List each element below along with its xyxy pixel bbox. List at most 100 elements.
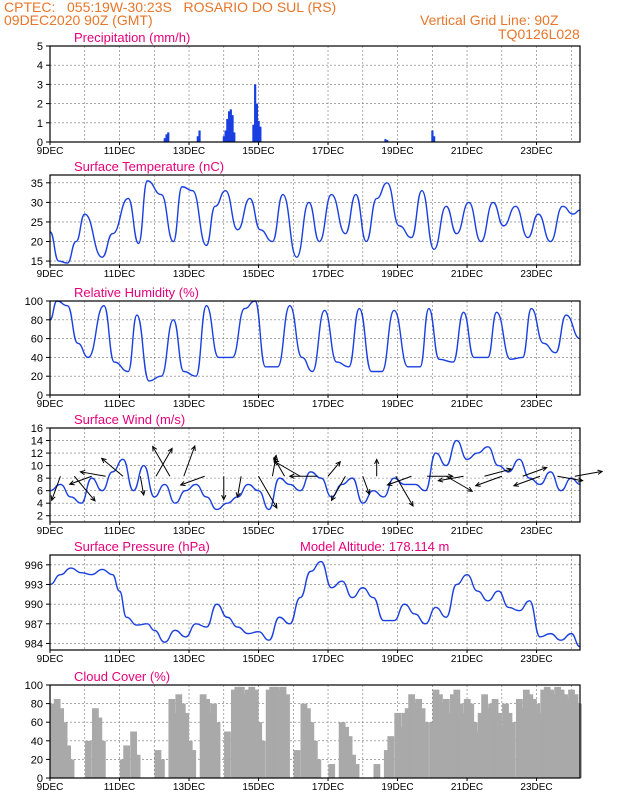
- cloud-bar: [477, 712, 485, 778]
- y-tick-label: 2: [37, 99, 43, 111]
- wind-arrow: [155, 448, 173, 477]
- panel-title: Surface Wind (m/s): [74, 412, 185, 427]
- wind-arrow: [327, 461, 341, 477]
- cloud-bar: [536, 712, 544, 778]
- cloud-bar: [234, 686, 242, 778]
- cloud-bar: [300, 703, 308, 778]
- wind-arrow-head: [330, 495, 336, 502]
- cloud-bar: [241, 694, 249, 778]
- cloud-bar: [185, 740, 193, 778]
- cloud-bar: [206, 712, 214, 778]
- x-tick-label: 17DEC: [312, 782, 344, 793]
- wind-arrow-head: [221, 494, 227, 501]
- y-tick-label: 25: [31, 217, 43, 229]
- wind-arrow-head: [273, 460, 280, 466]
- cloud-bar: [248, 686, 256, 778]
- panel-1: [46, 45, 581, 145]
- x-tick-label: 15DEC: [242, 782, 274, 793]
- cloud-bar: [394, 712, 402, 778]
- x-tick-label: 15DEC: [242, 269, 274, 280]
- cloud-bar: [237, 686, 245, 778]
- cloud-bar: [491, 698, 499, 778]
- precip-bar: [384, 139, 387, 142]
- cloud-bar: [432, 689, 440, 778]
- y-tick-label: 100: [25, 680, 43, 692]
- precip-bar: [259, 126, 262, 142]
- cloud-bar: [171, 712, 179, 778]
- panel-frame: [49, 427, 581, 523]
- wind-arrow: [273, 457, 286, 477]
- wind-arrow: [513, 475, 541, 487]
- wind-arrow: [258, 476, 278, 509]
- y-tick-label: 8: [37, 473, 43, 485]
- wind-arrow-head: [365, 489, 371, 496]
- x-tick-label: 9DEC: [37, 269, 64, 280]
- wind-arrow: [183, 445, 196, 477]
- x-tick-label: 11DEC: [104, 654, 136, 665]
- series-line: [49, 300, 581, 382]
- wind-arrow-head: [437, 477, 444, 483]
- cloud-bar: [498, 726, 506, 778]
- x-tick-label: 19DEC: [381, 526, 413, 537]
- cloud-bar: [53, 698, 61, 778]
- cloud-bar: [415, 698, 422, 778]
- wind-arrow-head: [374, 458, 380, 465]
- precip-bar: [222, 136, 225, 142]
- x-tick-label: 13DEC: [173, 782, 205, 793]
- panel-title: Relative Humidity (%): [74, 285, 199, 300]
- wind-arrow: [139, 476, 145, 496]
- x-tick-label: 21DEC: [451, 526, 483, 537]
- wind-arrow-head: [235, 492, 241, 499]
- wind-arrow: [362, 476, 370, 495]
- cloud-bar: [568, 689, 575, 778]
- y-tick-label: 990: [25, 599, 43, 611]
- cloud-bar: [255, 722, 263, 778]
- precip-bar: [229, 109, 232, 142]
- wind-arrow-head: [335, 460, 341, 467]
- cloud-bar: [429, 722, 436, 778]
- wind-arrow: [236, 476, 242, 498]
- cloud-bar: [133, 754, 141, 778]
- cloud-bar: [279, 686, 287, 778]
- panel-frame: [49, 684, 581, 779]
- wind-arrow: [475, 475, 502, 487]
- wind-arrow-head: [474, 481, 481, 487]
- cloud-bar: [130, 731, 138, 778]
- y-tick-label: 1: [37, 118, 43, 130]
- cloud-bar: [453, 689, 461, 778]
- cloud-bar: [474, 731, 482, 778]
- cloud-bar: [484, 708, 492, 778]
- cloud-bar: [50, 703, 58, 778]
- cloud-bar: [547, 689, 555, 778]
- cloud-bar: [383, 750, 391, 778]
- precip-bar: [226, 118, 229, 142]
- cloud-bar: [495, 712, 502, 778]
- wind-arrow: [152, 446, 171, 477]
- x-tick-label: 23DEC: [520, 782, 552, 793]
- x-tick-label: 13DEC: [173, 526, 205, 537]
- y-tick-label: 10: [31, 461, 43, 473]
- y-tick-label: 0: [37, 773, 43, 785]
- cloud-bar: [422, 722, 429, 778]
- wind-arrow-head: [152, 445, 158, 452]
- cloud-bar: [509, 722, 516, 778]
- x-tick-label: 17DEC: [312, 269, 344, 280]
- panel-title: Cloud Cover (%): [74, 669, 170, 684]
- panel-5: [46, 554, 581, 653]
- wind-arrow-head: [68, 480, 75, 486]
- x-tick-label: 23DEC: [520, 526, 552, 537]
- cloud-bar: [436, 694, 443, 778]
- cloud-bar: [446, 712, 454, 778]
- wind-arrow: [331, 476, 346, 501]
- cloud-bar: [533, 703, 541, 778]
- x-tick-label: 13DEC: [173, 146, 205, 157]
- cloud-bar: [251, 689, 259, 778]
- cloud-bar: [401, 712, 409, 778]
- cloud-bar: [168, 698, 176, 778]
- y-tick-label: 993: [25, 579, 43, 591]
- cloud-bar: [408, 694, 416, 778]
- y-tick-label: 984: [25, 638, 43, 650]
- precip-bar: [165, 134, 168, 142]
- precip-bar: [255, 103, 258, 142]
- wind-arrow-head: [386, 481, 393, 487]
